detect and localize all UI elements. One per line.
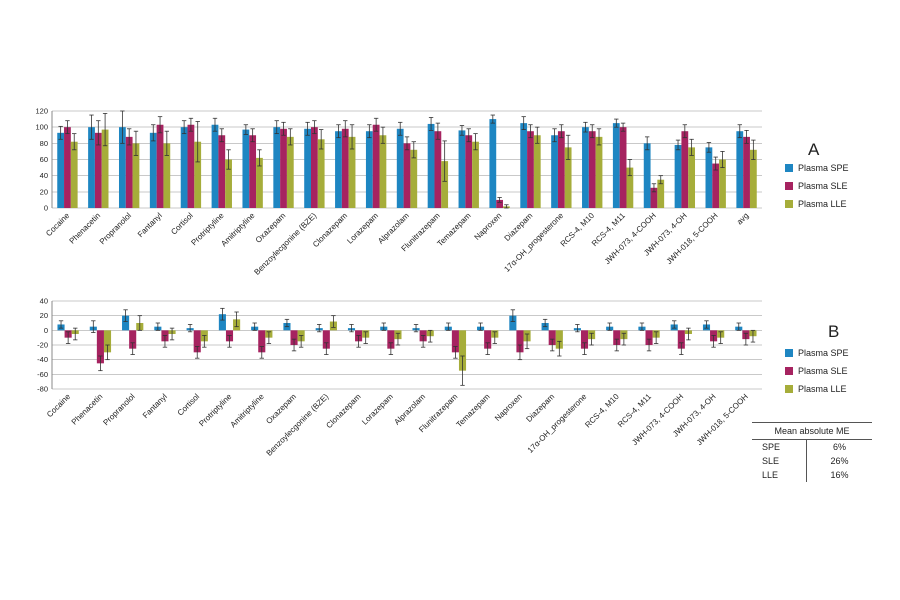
svg-text:0: 0 bbox=[44, 326, 48, 335]
svg-text:Amitriptyline: Amitriptyline bbox=[219, 211, 257, 249]
svg-text:60: 60 bbox=[40, 155, 48, 164]
svg-text:avg: avg bbox=[735, 211, 750, 226]
svg-text:0: 0 bbox=[44, 204, 48, 213]
svg-text:-40: -40 bbox=[37, 355, 48, 364]
chart-a-plot: 020406080100120CocainePhenacetinProprano… bbox=[35, 107, 762, 277]
table-row: LLE 16% bbox=[752, 468, 872, 482]
legend-item: Plasma SPE bbox=[785, 163, 849, 173]
legend-swatch-sle bbox=[785, 367, 793, 375]
svg-text:JWH-018, 5-COOH: JWH-018, 5-COOH bbox=[664, 211, 719, 266]
row-value: 16% bbox=[830, 470, 849, 480]
svg-text:Lorazepam: Lorazepam bbox=[345, 211, 380, 246]
legend-item: Plasma LLE bbox=[785, 384, 849, 394]
legend-swatch-lle bbox=[785, 385, 793, 393]
legend-swatch-spe bbox=[785, 164, 793, 172]
svg-text:Oxazepam: Oxazepam bbox=[264, 392, 298, 426]
svg-text:Benzoylecgonine (BZE): Benzoylecgonine (BZE) bbox=[265, 392, 331, 458]
svg-text:80: 80 bbox=[40, 139, 48, 148]
svg-text:Naproxen: Naproxen bbox=[473, 211, 504, 242]
table-row: SLE 26% bbox=[752, 454, 872, 468]
row-label: SPE bbox=[752, 440, 807, 454]
svg-text:Lorazepam: Lorazepam bbox=[360, 392, 395, 427]
legend-item: Plasma SLE bbox=[785, 366, 849, 376]
legend-label: Plasma SLE bbox=[798, 181, 848, 191]
svg-text:Naproxen: Naproxen bbox=[493, 392, 524, 423]
svg-text:Cocaine: Cocaine bbox=[45, 392, 73, 420]
chart-b: -80 -60 -40 -20 0 20 40 Cocaine Phenacetin Propra… bbox=[22, 293, 782, 473]
row-label: LLE bbox=[752, 468, 807, 482]
svg-text:-20: -20 bbox=[37, 341, 48, 350]
legend-item: Plasma SPE bbox=[785, 348, 849, 358]
chart-b-plot: -80 -60 -40 -20 0 20 40 CocainePhenacetinPropra… bbox=[37, 297, 762, 458]
legend-label: Plasma LLE bbox=[798, 384, 847, 394]
legend-item: Plasma SLE bbox=[785, 181, 849, 191]
svg-text:Cocaine: Cocaine bbox=[44, 211, 72, 239]
svg-text:Fantanyl: Fantanyl bbox=[136, 211, 164, 239]
panel-label-a: A bbox=[808, 140, 820, 159]
legend-swatch-lle bbox=[785, 200, 793, 208]
legend-item: Plasma LLE bbox=[785, 199, 849, 209]
mean-absolute-me-table: Mean absolute ME SPE 6% SLE 26% LLE 16% bbox=[752, 422, 872, 482]
table-row: SPE 6% bbox=[752, 440, 872, 454]
row-label: SLE bbox=[752, 454, 807, 468]
svg-text:JWH-073, 4-COOH: JWH-073, 4-COOH bbox=[603, 211, 658, 266]
svg-text:-60: -60 bbox=[37, 370, 48, 379]
svg-text:Diazepam: Diazepam bbox=[524, 392, 556, 424]
svg-text:Benzoylecgonine (BZE): Benzoylecgonine (BZE) bbox=[252, 211, 318, 277]
svg-text:Diazepam: Diazepam bbox=[503, 211, 535, 243]
svg-text:Phenacetin: Phenacetin bbox=[70, 392, 105, 427]
legend-a: Plasma SPE Plasma SLE Plasma LLE bbox=[785, 163, 849, 209]
svg-text:Propranolol: Propranolol bbox=[101, 392, 136, 427]
svg-text:40: 40 bbox=[40, 171, 48, 180]
svg-text:100: 100 bbox=[35, 123, 48, 132]
svg-text:Temazepam: Temazepam bbox=[454, 392, 491, 429]
svg-text:20: 20 bbox=[40, 187, 48, 196]
legend-swatch-sle bbox=[785, 182, 793, 190]
svg-text:-80: -80 bbox=[37, 385, 48, 394]
legend-label: Plasma SPE bbox=[798, 163, 849, 173]
svg-text:Alprazolam: Alprazolam bbox=[392, 392, 427, 427]
svg-text:Cortisol: Cortisol bbox=[169, 211, 195, 237]
panel-label-b: B bbox=[828, 322, 840, 341]
row-value: 6% bbox=[832, 442, 846, 452]
svg-text:Propranolol: Propranolol bbox=[98, 211, 133, 246]
svg-text:40: 40 bbox=[40, 297, 48, 306]
svg-text:Amitriptyline: Amitriptyline bbox=[229, 392, 267, 430]
svg-text:120: 120 bbox=[35, 107, 48, 116]
chart-a: 0 20 40 60 80 100 120 Cocaine Phenacetin Proprano… bbox=[22, 103, 782, 288]
legend-label: Plasma LLE bbox=[798, 199, 847, 209]
svg-text:Cortisol: Cortisol bbox=[176, 392, 202, 418]
svg-text:17α-OH_progesterone: 17α-OH_progesterone bbox=[526, 392, 589, 455]
legend-b: Plasma SPE Plasma SLE Plasma LLE bbox=[785, 348, 849, 394]
svg-text:RCS-4, M10: RCS-4, M10 bbox=[583, 392, 621, 430]
svg-text:Clonazepam: Clonazepam bbox=[324, 392, 362, 430]
legend-label: Plasma SLE bbox=[798, 366, 848, 376]
row-value: 26% bbox=[830, 456, 849, 466]
legend-label: Plasma SPE bbox=[798, 348, 849, 358]
svg-text:Fantanyl: Fantanyl bbox=[141, 392, 169, 420]
svg-text:17α-OH_progesterone: 17α-OH_progesterone bbox=[502, 211, 565, 274]
table-title: Mean absolute ME bbox=[752, 423, 872, 440]
svg-text:20: 20 bbox=[40, 311, 48, 320]
svg-text:Temazepam: Temazepam bbox=[435, 211, 472, 248]
legend-swatch-spe bbox=[785, 349, 793, 357]
